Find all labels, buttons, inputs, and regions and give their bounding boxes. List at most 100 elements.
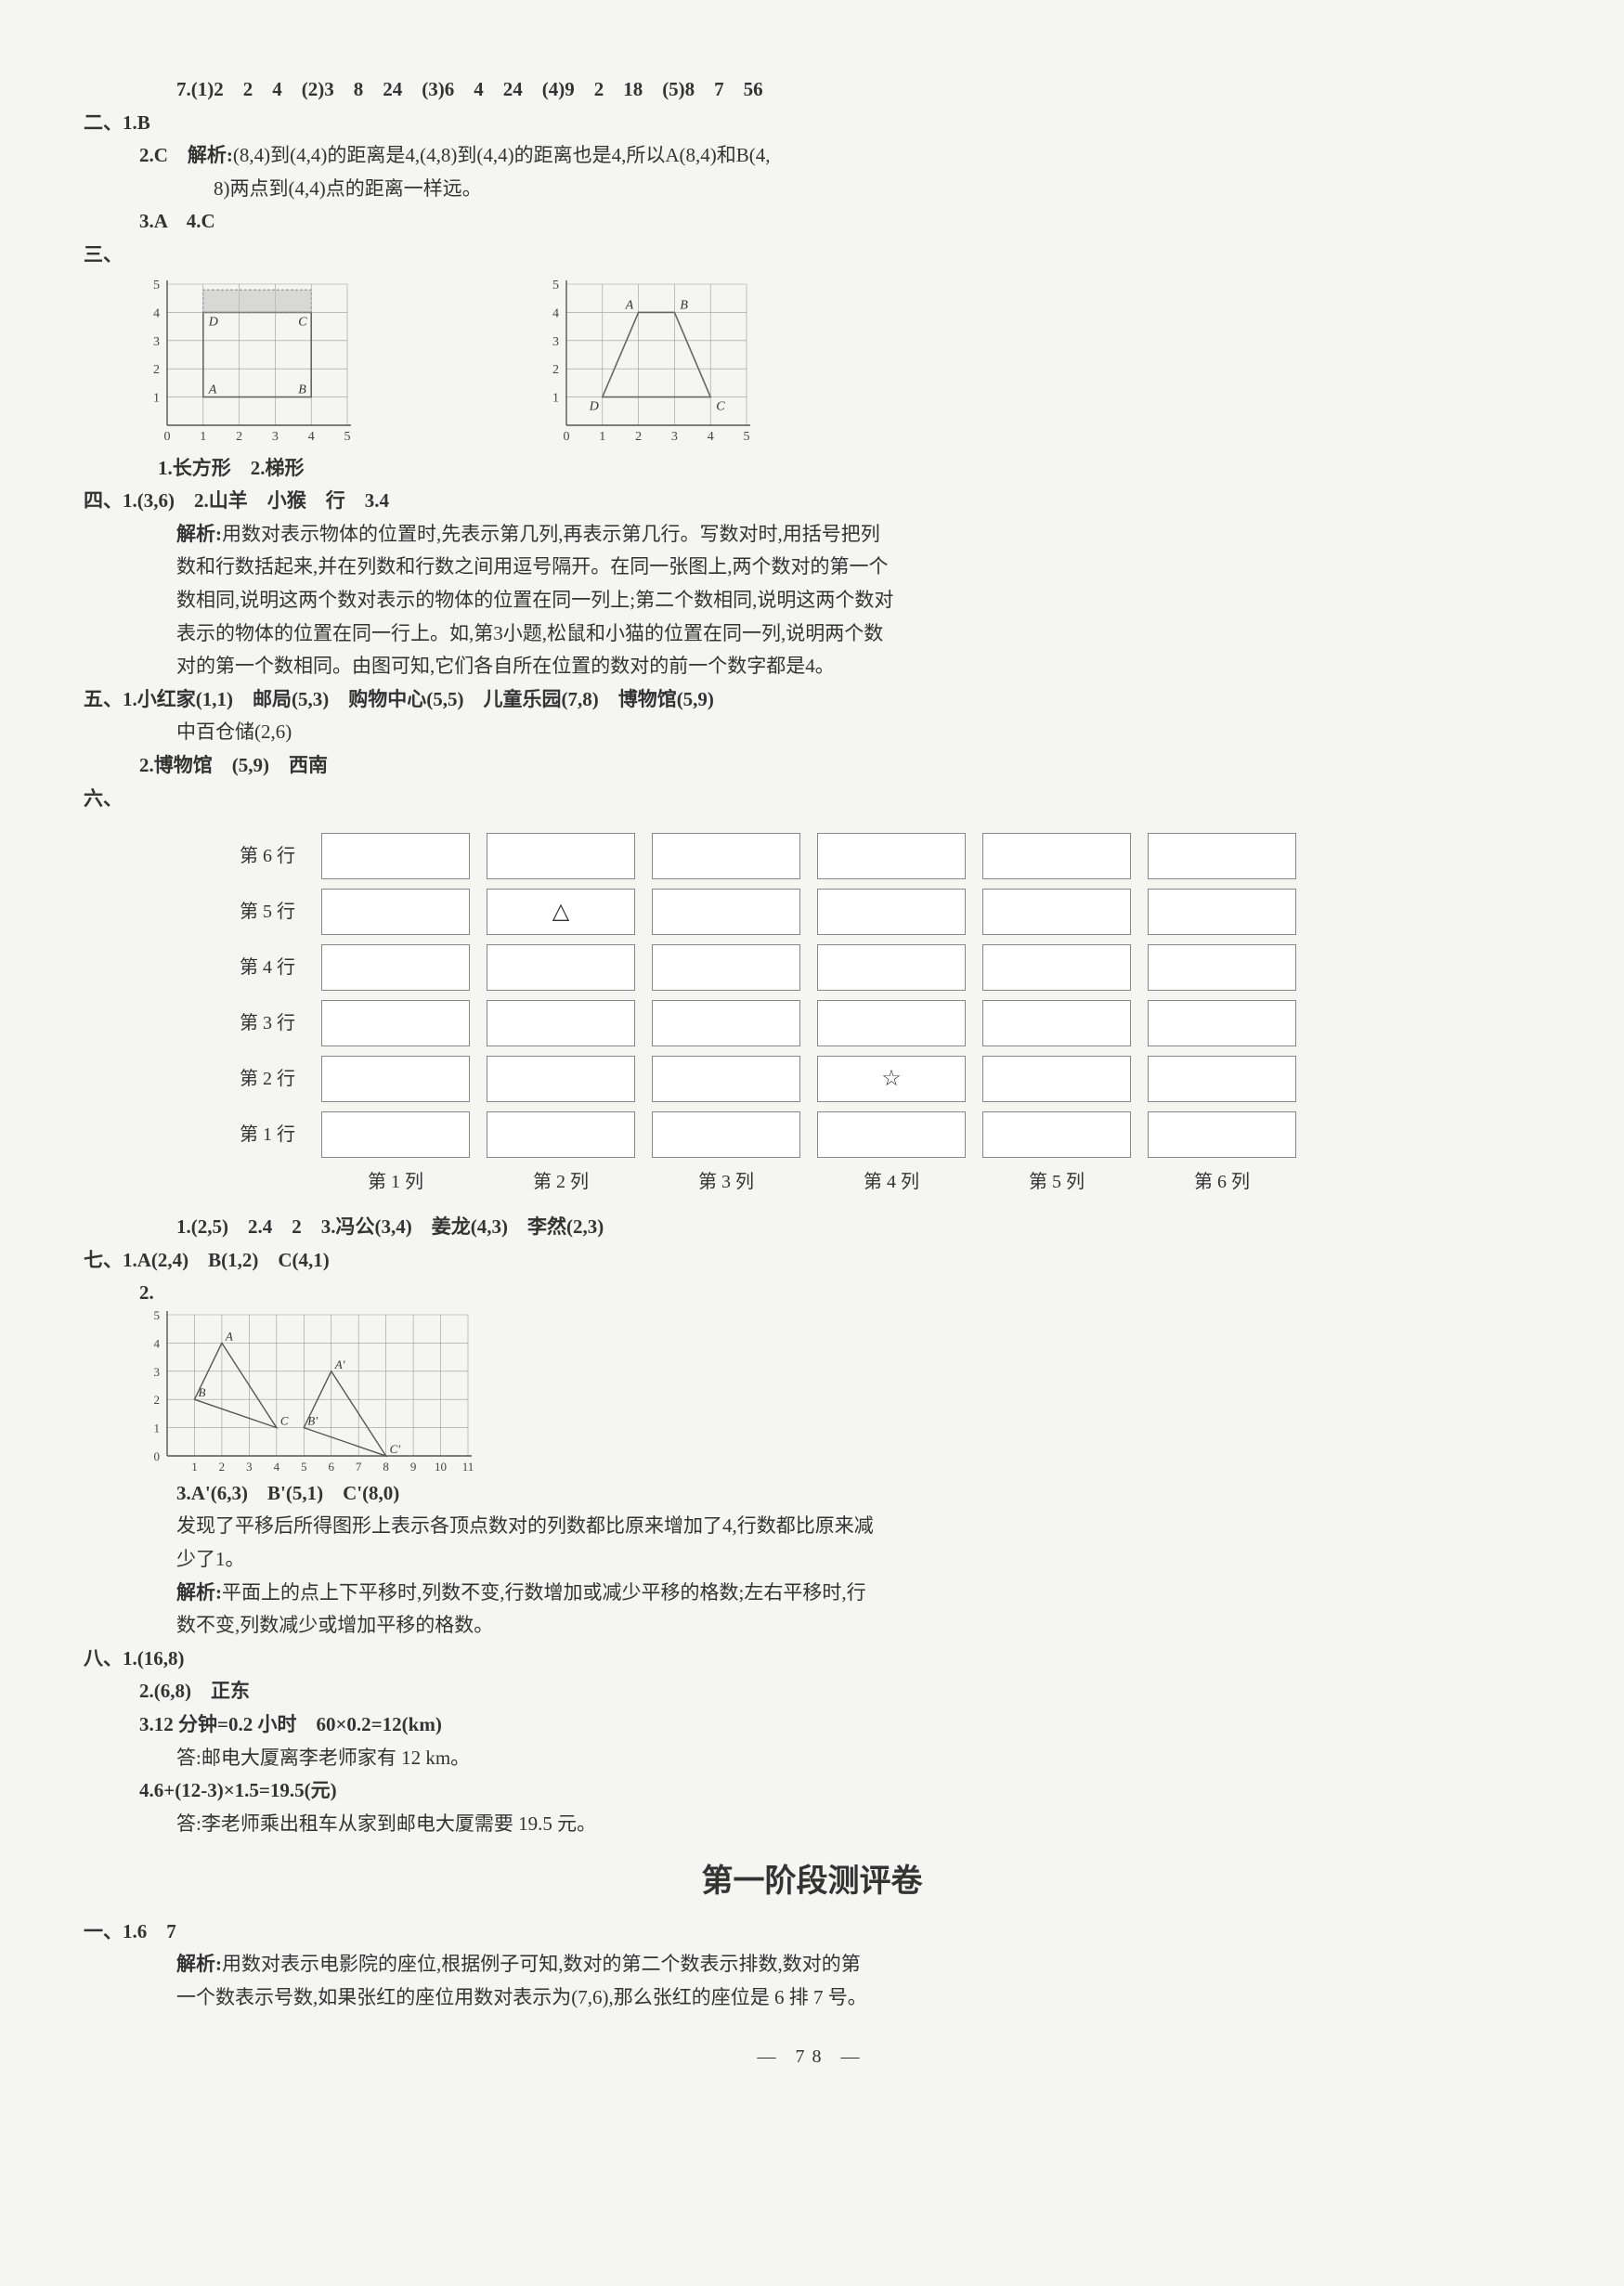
svg-text:10: 10	[435, 1460, 447, 1474]
svg-text:C': C'	[390, 1442, 401, 1456]
seat-cell	[652, 1111, 800, 1158]
svg-text:B': B'	[307, 1413, 318, 1427]
svg-text:0: 0	[564, 430, 570, 444]
seat-cell	[1148, 944, 1296, 991]
svg-text:4: 4	[274, 1460, 280, 1474]
grid-table: 第 6 行第 5 行△第 4 行第 3 行第 2 行☆第 1 行第 1 列第 2…	[204, 824, 1540, 1206]
sec2-34: 3.A 4.C	[84, 206, 1540, 238]
seat-cell	[1148, 1056, 1296, 1102]
svg-text:1: 1	[154, 1421, 161, 1435]
svg-text:4: 4	[308, 430, 315, 444]
svg-text:1: 1	[200, 430, 206, 444]
sec4-p5: 对的第一个数相同。由图可知,它们各自所在位置的数对的前一个数字都是4。	[84, 651, 1540, 682]
svg-text:B: B	[198, 1385, 205, 1399]
seat-cell	[652, 1000, 800, 1046]
svg-text:1: 1	[191, 1460, 198, 1474]
svg-text:5: 5	[154, 1309, 161, 1322]
svg-text:2: 2	[153, 363, 160, 377]
seat-cell	[1148, 889, 1296, 935]
svg-text:A': A'	[334, 1357, 345, 1371]
sec8-3a: 答:邮电大厦离李老师家有 12 km。	[84, 1743, 1540, 1774]
sec2-1: 二、1.B	[84, 108, 1540, 139]
seat-cell	[487, 1056, 635, 1102]
svg-text:3: 3	[246, 1460, 253, 1474]
svg-text:B: B	[680, 298, 688, 312]
stage-title: 第一阶段测评卷	[84, 1856, 1540, 1906]
seat-cell	[817, 1111, 966, 1158]
svg-text:11: 11	[462, 1460, 474, 1474]
sec7-3: 3.A'(6,3) B'(5,1) C'(8,0)	[84, 1478, 1540, 1510]
seat-cell	[652, 833, 800, 879]
sec2-2b: 8)两点到(4,4)点的距离一样远。	[84, 174, 1540, 205]
svg-text:7: 7	[356, 1460, 362, 1474]
sec4-1: 四、1.(3,6) 2.山羊 小猴 行 3.4	[84, 486, 1540, 517]
svg-text:1: 1	[599, 430, 605, 444]
sec8-4a: 答:李老师乘出租车从家到邮电大厦需要 19.5 元。	[84, 1809, 1540, 1840]
sec7-chart: 2.1234567891011012345ABCA'B'C'	[84, 1278, 1540, 1476]
seat-cell	[487, 1111, 635, 1158]
svg-text:A: A	[208, 383, 217, 396]
seat-cell	[982, 1056, 1131, 1102]
svg-text:4: 4	[552, 306, 559, 320]
svg-text:C: C	[716, 399, 725, 413]
seat-cell	[982, 1000, 1131, 1046]
seat-cell	[321, 944, 470, 991]
seat-cell	[321, 833, 470, 879]
sec4-a: 解析:用数对表示物体的位置时,先表示第几列,再表示第几行。写数对时,用括号把列	[84, 519, 1540, 551]
sec6-after: 1.(2,5) 2.4 2 3.冯公(3,4) 姜龙(4,3) 李然(2,3)	[84, 1212, 1540, 1243]
sec7-a: 解析:平面上的点上下平移时,列数不变,行数增加或减少平移的格数;左右平移时,行	[84, 1578, 1540, 1609]
svg-text:1: 1	[153, 391, 160, 405]
svg-text:A: A	[625, 298, 634, 312]
svg-text:5: 5	[153, 279, 160, 292]
seat-cell	[321, 1000, 470, 1046]
svg-text:A: A	[225, 1329, 233, 1343]
seat-cell	[982, 944, 1131, 991]
sec7-4b: 少了1。	[84, 1544, 1540, 1576]
sec7-p2: 数不变,列数减少或增加平移的格数。	[84, 1610, 1540, 1642]
svg-text:3: 3	[552, 334, 559, 348]
page-number: — 78 —	[84, 2042, 1540, 2072]
svg-text:3: 3	[154, 1365, 161, 1379]
q7-line: 7.(1)2 2 4 (2)3 8 24 (3)6 4 24 (4)9 2 18…	[84, 74, 1540, 106]
seat-cell: △	[487, 889, 635, 935]
sec8-2: 2.(6,8) 正东	[84, 1676, 1540, 1708]
seat-cell	[1148, 833, 1296, 879]
sec8-4: 4.6+(12-3)×1.5=19.5(元)	[84, 1775, 1540, 1807]
seat-cell	[982, 1111, 1131, 1158]
svg-text:C: C	[298, 315, 307, 329]
seat-cell	[652, 944, 800, 991]
seat-cell	[321, 1056, 470, 1102]
seat-cell	[321, 1111, 470, 1158]
svg-text:D: D	[208, 315, 218, 329]
sec6-label: 六、	[84, 784, 1540, 815]
sec4-p2: 数和行数括起来,并在列数和行数之间用逗号隔开。在同一张图上,两个数对的第一个	[84, 552, 1540, 583]
seat-cell	[817, 1000, 966, 1046]
sec7-4: 发现了平移后所得图形上表示各顶点数对的列数都比原来增加了4,行数都比原来减	[84, 1511, 1540, 1542]
seat-cell	[817, 889, 966, 935]
seat-cell: ☆	[817, 1056, 966, 1102]
seat-cell	[487, 1000, 635, 1046]
final-a: 解析:用数对表示电影院的座位,根据例子可知,数对的第二个数表示排数,数对的第	[84, 1949, 1540, 1981]
seat-cell	[817, 944, 966, 991]
sec4-p4: 表示的物体的位置在同一行上。如,第3小题,松鼠和小猫的位置在同一列,说明两个数	[84, 618, 1540, 650]
sec3-caption: 1.长方形 2.梯形	[84, 453, 1540, 485]
svg-text:0: 0	[154, 1449, 161, 1463]
svg-text:5: 5	[744, 430, 750, 444]
svg-text:2: 2	[236, 430, 242, 444]
svg-text:1: 1	[552, 391, 559, 405]
seat-cell	[652, 1056, 800, 1102]
svg-text:2: 2	[635, 430, 642, 444]
sec5-2: 中百仓储(2,6)	[84, 717, 1540, 748]
svg-text:9: 9	[410, 1460, 417, 1474]
svg-text:4: 4	[153, 306, 160, 320]
final-1: 一、1.6 7	[84, 1916, 1540, 1948]
seat-cell	[1148, 1000, 1296, 1046]
svg-text:4: 4	[708, 430, 714, 444]
seat-cell	[817, 833, 966, 879]
svg-text:2: 2	[552, 363, 559, 377]
svg-text:D: D	[589, 399, 599, 413]
svg-text:5: 5	[301, 1460, 307, 1474]
chart2: 01234512345ABCD	[539, 279, 752, 446]
sec8-3: 3.12 分钟=0.2 小时 60×0.2=12(km)	[84, 1709, 1540, 1741]
seat-cell	[321, 889, 470, 935]
